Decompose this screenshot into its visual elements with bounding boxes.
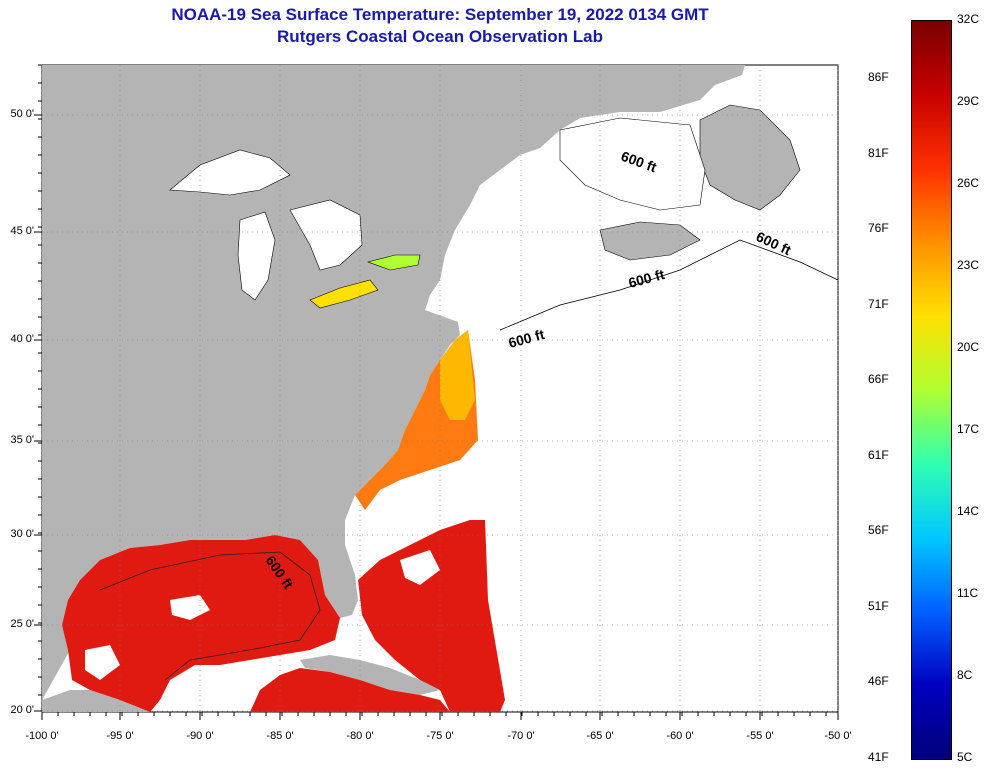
nova-scotia-land	[599, 221, 701, 261]
longitude-label: -95 0'	[106, 730, 134, 742]
colorbar-f-label: 56F	[868, 523, 889, 537]
cloud-patch	[85, 645, 120, 680]
colorbar-c-label: 29C	[957, 94, 980, 108]
lake-superior	[169, 149, 291, 196]
gulf-st-lawrence	[559, 117, 706, 211]
cloud-patch	[400, 550, 440, 585]
cuba-land	[300, 655, 440, 695]
latitude-label: 35 0'	[10, 434, 34, 446]
land-mass	[42, 65, 745, 700]
latitude-label: 40 0'	[10, 333, 34, 345]
mid-atlantic-sst	[440, 330, 475, 420]
latitude-label: 45 0'	[10, 225, 34, 237]
latitude-label: 20 0'	[10, 704, 34, 716]
colorbar-c-label: 14C	[957, 504, 980, 518]
colorbar-f-label: 51F	[868, 598, 889, 613]
lake-michigan	[237, 211, 276, 301]
latitude-label: 25 0'	[10, 618, 34, 630]
colorbar-f-label: 81F	[868, 145, 889, 160]
longitude-label: -65 0'	[586, 730, 614, 742]
map-subtitle: Rutgers Coastal Ocean Observation Lab	[277, 27, 603, 46]
colorbar-f-label: 66F	[868, 372, 889, 386]
cloud-patch	[170, 595, 210, 620]
colorbar-f-label: 86F	[868, 70, 889, 84]
newfoundland-land	[699, 104, 801, 211]
colorbar-f-label: 41F	[868, 749, 889, 764]
colorbar-c-label: 17C	[957, 422, 980, 436]
longitude-label: -70 0'	[507, 730, 535, 742]
caribbean-sst	[250, 668, 450, 712]
colorbar-f-label: 71F	[868, 296, 889, 311]
lake-erie	[309, 279, 379, 309]
colorbar-c-label: 20C	[957, 340, 980, 354]
colorbar-c-label: 11C	[957, 586, 979, 600]
longitude-label: -80 0'	[346, 730, 374, 742]
longitude-label: -50 0'	[824, 730, 852, 742]
longitude-label: -60 0'	[666, 730, 694, 742]
lake-huron	[289, 199, 363, 271]
colorbar-c-label: 5C	[957, 750, 973, 764]
longitude-label: -75 0'	[426, 730, 454, 742]
longitude-label: -55 0'	[746, 730, 774, 742]
colorbar-c-label: 26C	[957, 176, 980, 190]
gulf-of-mexico-sst	[62, 535, 340, 712]
colorbar-c-label: 23C	[957, 258, 980, 272]
latitude-label: 30 0'	[10, 528, 34, 540]
colorbar-c-label: 8C	[957, 668, 973, 682]
colorbar-c-label: 32C	[957, 12, 980, 26]
longitude-label: -90 0'	[186, 730, 214, 742]
longitude-label: -100 0'	[25, 730, 59, 742]
lake-ontario	[366, 254, 421, 271]
longitude-label: -85 0'	[266, 730, 294, 742]
yucatan-land	[42, 690, 150, 712]
colorbar-f-label: 61F	[868, 447, 889, 462]
temperature-colorbar	[911, 20, 952, 760]
atlantic-south-sst	[358, 520, 505, 712]
colorbar-f-label: 46F	[868, 674, 889, 688]
map-title: NOAA-19 Sea Surface Temperature: Septemb…	[171, 5, 709, 24]
depth-contour-600ft-gulf	[99, 551, 321, 681]
latitude-label: 50 0'	[10, 108, 34, 120]
colorbar-f-label: 76F	[868, 221, 889, 235]
axis-ticks	[34, 64, 839, 720]
